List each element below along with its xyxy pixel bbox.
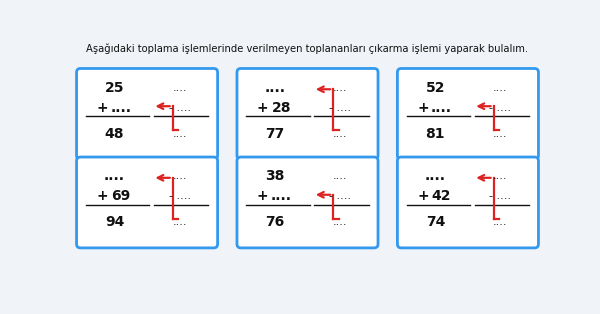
Text: 76: 76 [265,215,284,230]
Text: 69: 69 [111,189,130,203]
Text: ....: .... [493,129,508,139]
Text: 94: 94 [105,215,124,230]
Text: - ....: - .... [490,103,511,113]
Text: - ....: - .... [169,191,191,201]
Text: - ....: - .... [169,103,191,113]
Text: 77: 77 [265,127,284,141]
Text: ....: .... [110,101,131,115]
Text: - ....: - .... [329,191,351,201]
Text: ....: .... [333,83,347,93]
Text: 48: 48 [105,127,124,141]
Text: ....: .... [431,101,452,115]
Text: ....: .... [172,83,187,93]
Text: ....: .... [493,218,508,227]
Text: - ....: - .... [329,103,351,113]
Text: +: + [97,101,108,115]
Text: 28: 28 [271,101,291,115]
FancyBboxPatch shape [77,157,218,248]
Text: ....: .... [333,218,347,227]
Text: ....: .... [493,83,508,93]
FancyBboxPatch shape [77,68,218,159]
Text: ....: .... [172,218,187,227]
FancyBboxPatch shape [237,68,378,159]
Text: +: + [257,101,268,115]
Text: ....: .... [172,171,187,181]
Text: ....: .... [493,171,508,181]
Text: ....: .... [271,189,292,203]
Text: 52: 52 [425,81,445,95]
Text: 81: 81 [425,127,445,141]
Text: +: + [97,189,108,203]
Text: +: + [417,189,429,203]
Text: Aşağıdaki toplama işlemlerinde verilmeyen toplananları çıkarma işlemi yaparak bu: Aşağıdaki toplama işlemlerinde verilmeye… [86,44,529,54]
Text: 42: 42 [432,189,451,203]
Text: 74: 74 [425,215,445,230]
Text: 25: 25 [105,81,124,95]
Text: ....: .... [425,169,446,183]
Text: ....: .... [333,171,347,181]
Text: ....: .... [172,129,187,139]
Text: ....: .... [104,169,125,183]
Text: ....: .... [265,81,286,95]
Text: +: + [257,189,268,203]
FancyBboxPatch shape [397,68,538,159]
Text: +: + [417,101,429,115]
FancyBboxPatch shape [397,157,538,248]
Text: - ....: - .... [490,191,511,201]
FancyBboxPatch shape [237,157,378,248]
Text: ....: .... [333,129,347,139]
Text: 38: 38 [265,169,284,183]
